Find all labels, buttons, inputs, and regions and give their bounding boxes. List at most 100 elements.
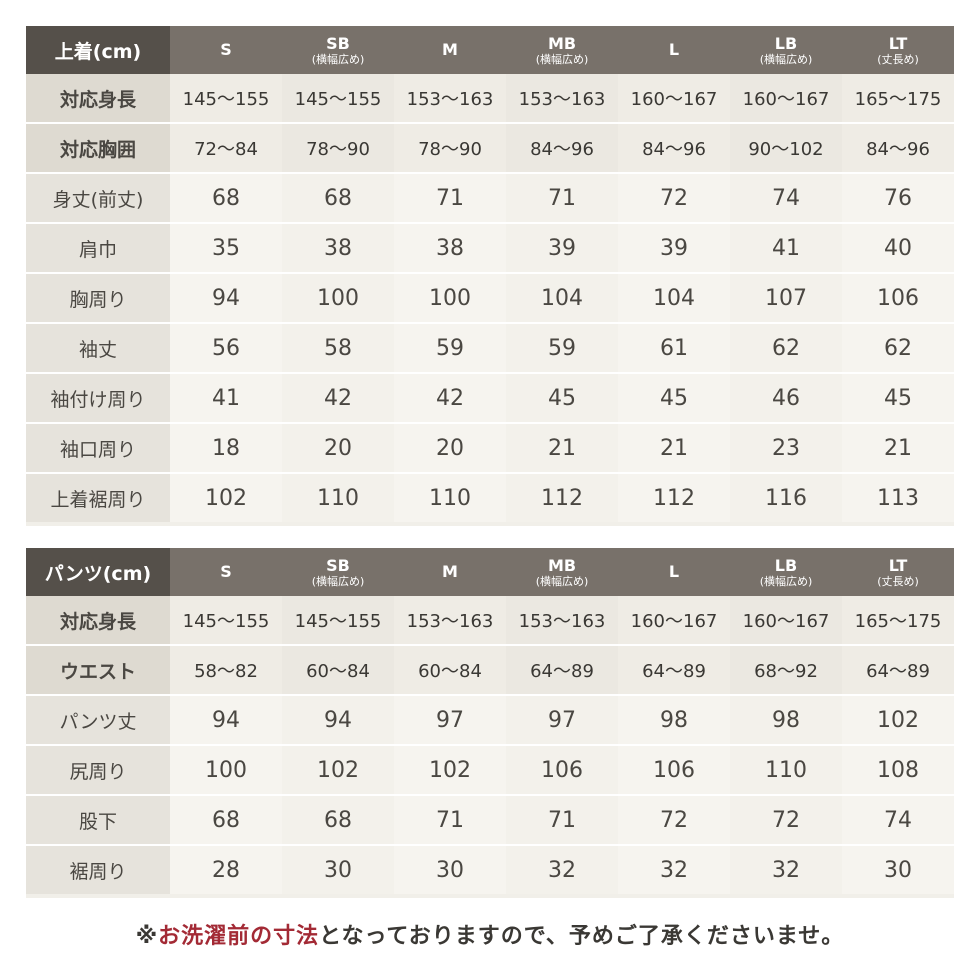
row-label: 胸周り	[26, 274, 170, 324]
measurement-cell: 145〜155	[282, 74, 394, 124]
jacket-header-row: 上着(cm) S SB (横幅広め) M MB (横幅広め) L LB (横幅広め) …	[26, 26, 954, 74]
measurement-cell: 71	[394, 174, 506, 224]
measurement-cell: 45	[618, 374, 730, 424]
size-header-m: M	[394, 26, 506, 74]
measurement-cell: 62	[842, 324, 954, 374]
pants-rows: 対応身長 145〜155 145〜155 153〜163 153〜163 160〜167 1…	[26, 596, 954, 894]
note-prefix: ※	[135, 924, 159, 949]
measurement-cell: 68	[282, 796, 394, 846]
row-label: 肩巾	[26, 224, 170, 274]
size-header-mb: MB (横幅広め)	[506, 26, 618, 74]
measurement-cell: 21	[618, 424, 730, 474]
measurement-cell: 112	[618, 474, 730, 522]
pants-table-title: パンツ(cm)	[26, 548, 170, 596]
table-row: 胸周り 94 100 100 104 104 107 106	[26, 274, 954, 324]
measurement-cell: 74	[730, 174, 842, 224]
table-row: 肩巾 35 38 38 39 39 41 40	[26, 224, 954, 274]
measurement-cell: 59	[394, 324, 506, 374]
table-row: 袖丈 56 58 59 59 61 62 62	[26, 324, 954, 374]
measurement-cell: 64〜89	[842, 646, 954, 696]
table-row: 袖付け周り 41 42 42 45 45 46 45	[26, 374, 954, 424]
measurement-cell: 165〜175	[842, 596, 954, 646]
row-label: 尻周り	[26, 746, 170, 796]
measurement-cell: 145〜155	[170, 74, 282, 124]
pants-size-table: パンツ(cm) S SB (横幅広め) M MB (横幅広め) L LB (横幅広め)…	[26, 548, 954, 898]
measurement-cell: 84〜96	[506, 124, 618, 174]
measurement-cell: 30	[282, 846, 394, 894]
row-label: 袖付け周り	[26, 374, 170, 424]
table-row: 尻周り 100 102 102 106 106 110 108	[26, 746, 954, 796]
row-label: 対応身長	[26, 596, 170, 646]
note-text: となっておりますので、予めご了承くださいませ。	[319, 924, 845, 949]
row-label: 裾周り	[26, 846, 170, 894]
table-row: 対応胸囲 72〜84 78〜90 78〜90 84〜96 84〜96 90〜102 84〜96	[26, 124, 954, 174]
row-label: 股下	[26, 796, 170, 846]
measurement-cell: 165〜175	[842, 74, 954, 124]
measurement-cell: 110	[730, 746, 842, 796]
size-header-l: L	[618, 26, 730, 74]
measurement-cell: 45	[506, 374, 618, 424]
measurement-cell: 32	[730, 846, 842, 894]
table-row: 対応身長 145〜155 145〜155 153〜163 153〜163 160〜167 1…	[26, 74, 954, 124]
row-label: 袖口周り	[26, 424, 170, 474]
measurement-cell: 145〜155	[170, 596, 282, 646]
measurement-cell: 72	[730, 796, 842, 846]
table-row: 身丈(前丈) 68 68 71 71 72 74 76	[26, 174, 954, 224]
size-header-s: S	[170, 548, 282, 596]
measurement-cell: 68	[170, 796, 282, 846]
measurement-cell: 40	[842, 224, 954, 274]
measurement-cell: 78〜90	[282, 124, 394, 174]
table-row: 股下 68 68 71 71 72 72 74	[26, 796, 954, 846]
measurement-cell: 60〜84	[282, 646, 394, 696]
measurement-cell: 153〜163	[506, 596, 618, 646]
measurement-cell: 100	[170, 746, 282, 796]
measurement-cell: 116	[730, 474, 842, 522]
measurement-cell: 145〜155	[282, 596, 394, 646]
measurement-cell: 58	[282, 324, 394, 374]
measurement-cell: 39	[506, 224, 618, 274]
measurement-cell: 108	[842, 746, 954, 796]
measurement-cell: 102	[282, 746, 394, 796]
measurement-cell: 90〜102	[730, 124, 842, 174]
row-label: 上着裾周り	[26, 474, 170, 522]
measurement-cell: 41	[170, 374, 282, 424]
measurement-cell: 74	[842, 796, 954, 846]
measurement-cell: 78〜90	[394, 124, 506, 174]
measurement-cell: 160〜167	[618, 596, 730, 646]
measurement-cell: 59	[506, 324, 618, 374]
measurement-cell: 104	[618, 274, 730, 324]
size-header-mb: MB (横幅広め)	[506, 548, 618, 596]
size-header-lb: LB (横幅広め)	[730, 548, 842, 596]
size-header-lb: LB (横幅広め)	[730, 26, 842, 74]
washing-note: ※お洗濯前の寸法となっておりますので、予めご了承くださいませ。	[0, 918, 980, 950]
size-header-m: M	[394, 548, 506, 596]
measurement-cell: 68	[282, 174, 394, 224]
measurement-cell: 32	[618, 846, 730, 894]
measurement-cell: 61	[618, 324, 730, 374]
measurement-cell: 97	[506, 696, 618, 746]
measurement-cell: 106	[842, 274, 954, 324]
row-label: パンツ丈	[26, 696, 170, 746]
measurement-cell: 45	[842, 374, 954, 424]
row-label: 身丈(前丈)	[26, 174, 170, 224]
measurement-cell: 68	[170, 174, 282, 224]
row-label: 対応身長	[26, 74, 170, 124]
measurement-cell: 106	[506, 746, 618, 796]
measurement-cell: 153〜163	[506, 74, 618, 124]
measurement-cell: 104	[506, 274, 618, 324]
row-label: 対応胸囲	[26, 124, 170, 174]
size-header-sb: SB (横幅広め)	[282, 548, 394, 596]
measurement-cell: 42	[394, 374, 506, 424]
size-header-lt: LT (丈長め)	[842, 26, 954, 74]
row-label: ウエスト	[26, 646, 170, 696]
measurement-cell: 64〜89	[618, 646, 730, 696]
measurement-cell: 18	[170, 424, 282, 474]
measurement-cell: 107	[730, 274, 842, 324]
measurement-cell: 160〜167	[618, 74, 730, 124]
size-header-lt: LT (丈長め)	[842, 548, 954, 596]
measurement-cell: 64〜89	[506, 646, 618, 696]
measurement-cell: 20	[394, 424, 506, 474]
size-header-l: L	[618, 548, 730, 596]
measurement-cell: 56	[170, 324, 282, 374]
measurement-cell: 72	[618, 796, 730, 846]
